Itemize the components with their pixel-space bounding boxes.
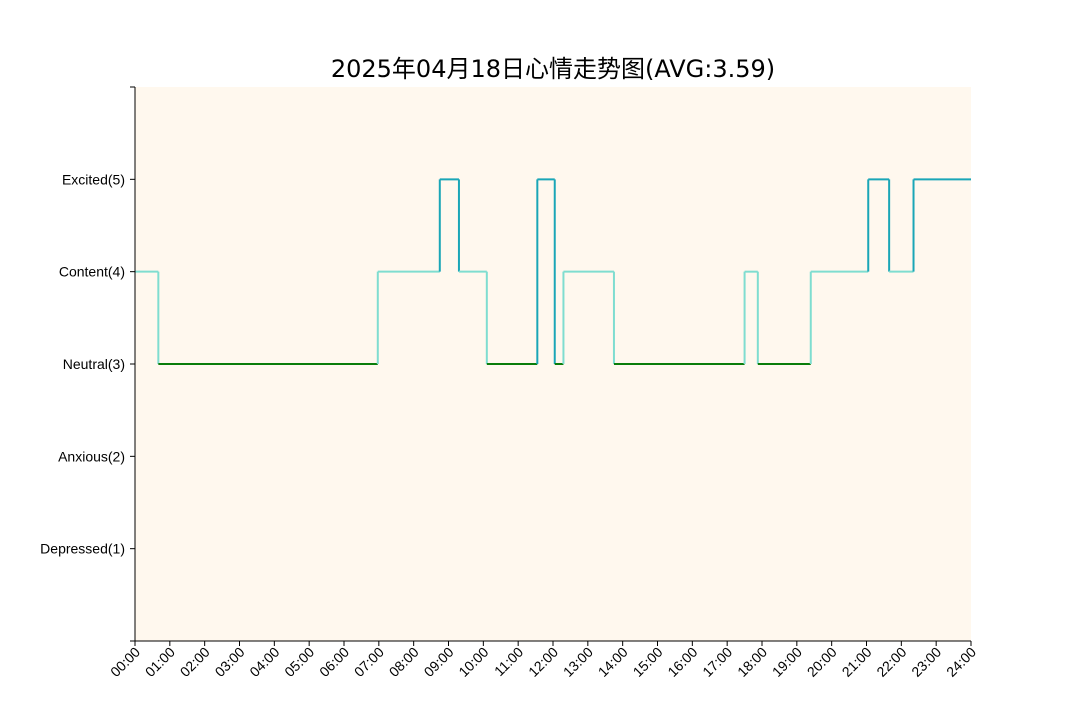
x-tick-label: 07:00 xyxy=(351,644,387,680)
x-tick-label: 17:00 xyxy=(699,644,735,680)
y-tick-label: Anxious(2) xyxy=(58,448,125,464)
x-tick-label: 04:00 xyxy=(246,644,282,680)
x-tick-label: 10:00 xyxy=(455,644,491,680)
x-tick-label: 22:00 xyxy=(873,644,909,680)
y-tick-label: Neutral(3) xyxy=(63,356,125,372)
x-tick-label: 24:00 xyxy=(943,644,979,680)
x-tick-label: 21:00 xyxy=(839,644,875,680)
x-tick-label: 13:00 xyxy=(560,644,596,680)
y-tick-label: Content(4) xyxy=(59,264,125,280)
x-tick-label: 01:00 xyxy=(142,644,178,680)
series-layer xyxy=(135,178,971,365)
x-tick-label: 06:00 xyxy=(316,644,352,680)
x-tick-label: 12:00 xyxy=(525,644,561,680)
x-tick-label: 23:00 xyxy=(908,644,944,680)
x-tick-label: 09:00 xyxy=(421,644,457,680)
y-tick-label: Excited(5) xyxy=(62,171,125,187)
x-tick-label: 20:00 xyxy=(804,644,840,680)
x-tick-label: 16:00 xyxy=(664,644,700,680)
x-tick-label: 00:00 xyxy=(107,644,143,680)
x-tick-label: 05:00 xyxy=(281,644,317,680)
x-tick-label: 14:00 xyxy=(595,644,631,680)
y-tick-label: Depressed(1) xyxy=(40,541,125,557)
x-tick-label: 08:00 xyxy=(386,644,422,680)
x-tick-label: 15:00 xyxy=(630,644,666,680)
x-tick-label: 18:00 xyxy=(734,644,770,680)
x-tick-label: 02:00 xyxy=(177,644,213,680)
chart-title: 2025年04月18日心情走势图(AVG:3.59) xyxy=(331,55,775,83)
x-tick-label: 03:00 xyxy=(212,644,248,680)
x-tick-label: 19:00 xyxy=(769,644,805,680)
x-tick-label: 11:00 xyxy=(491,644,527,680)
